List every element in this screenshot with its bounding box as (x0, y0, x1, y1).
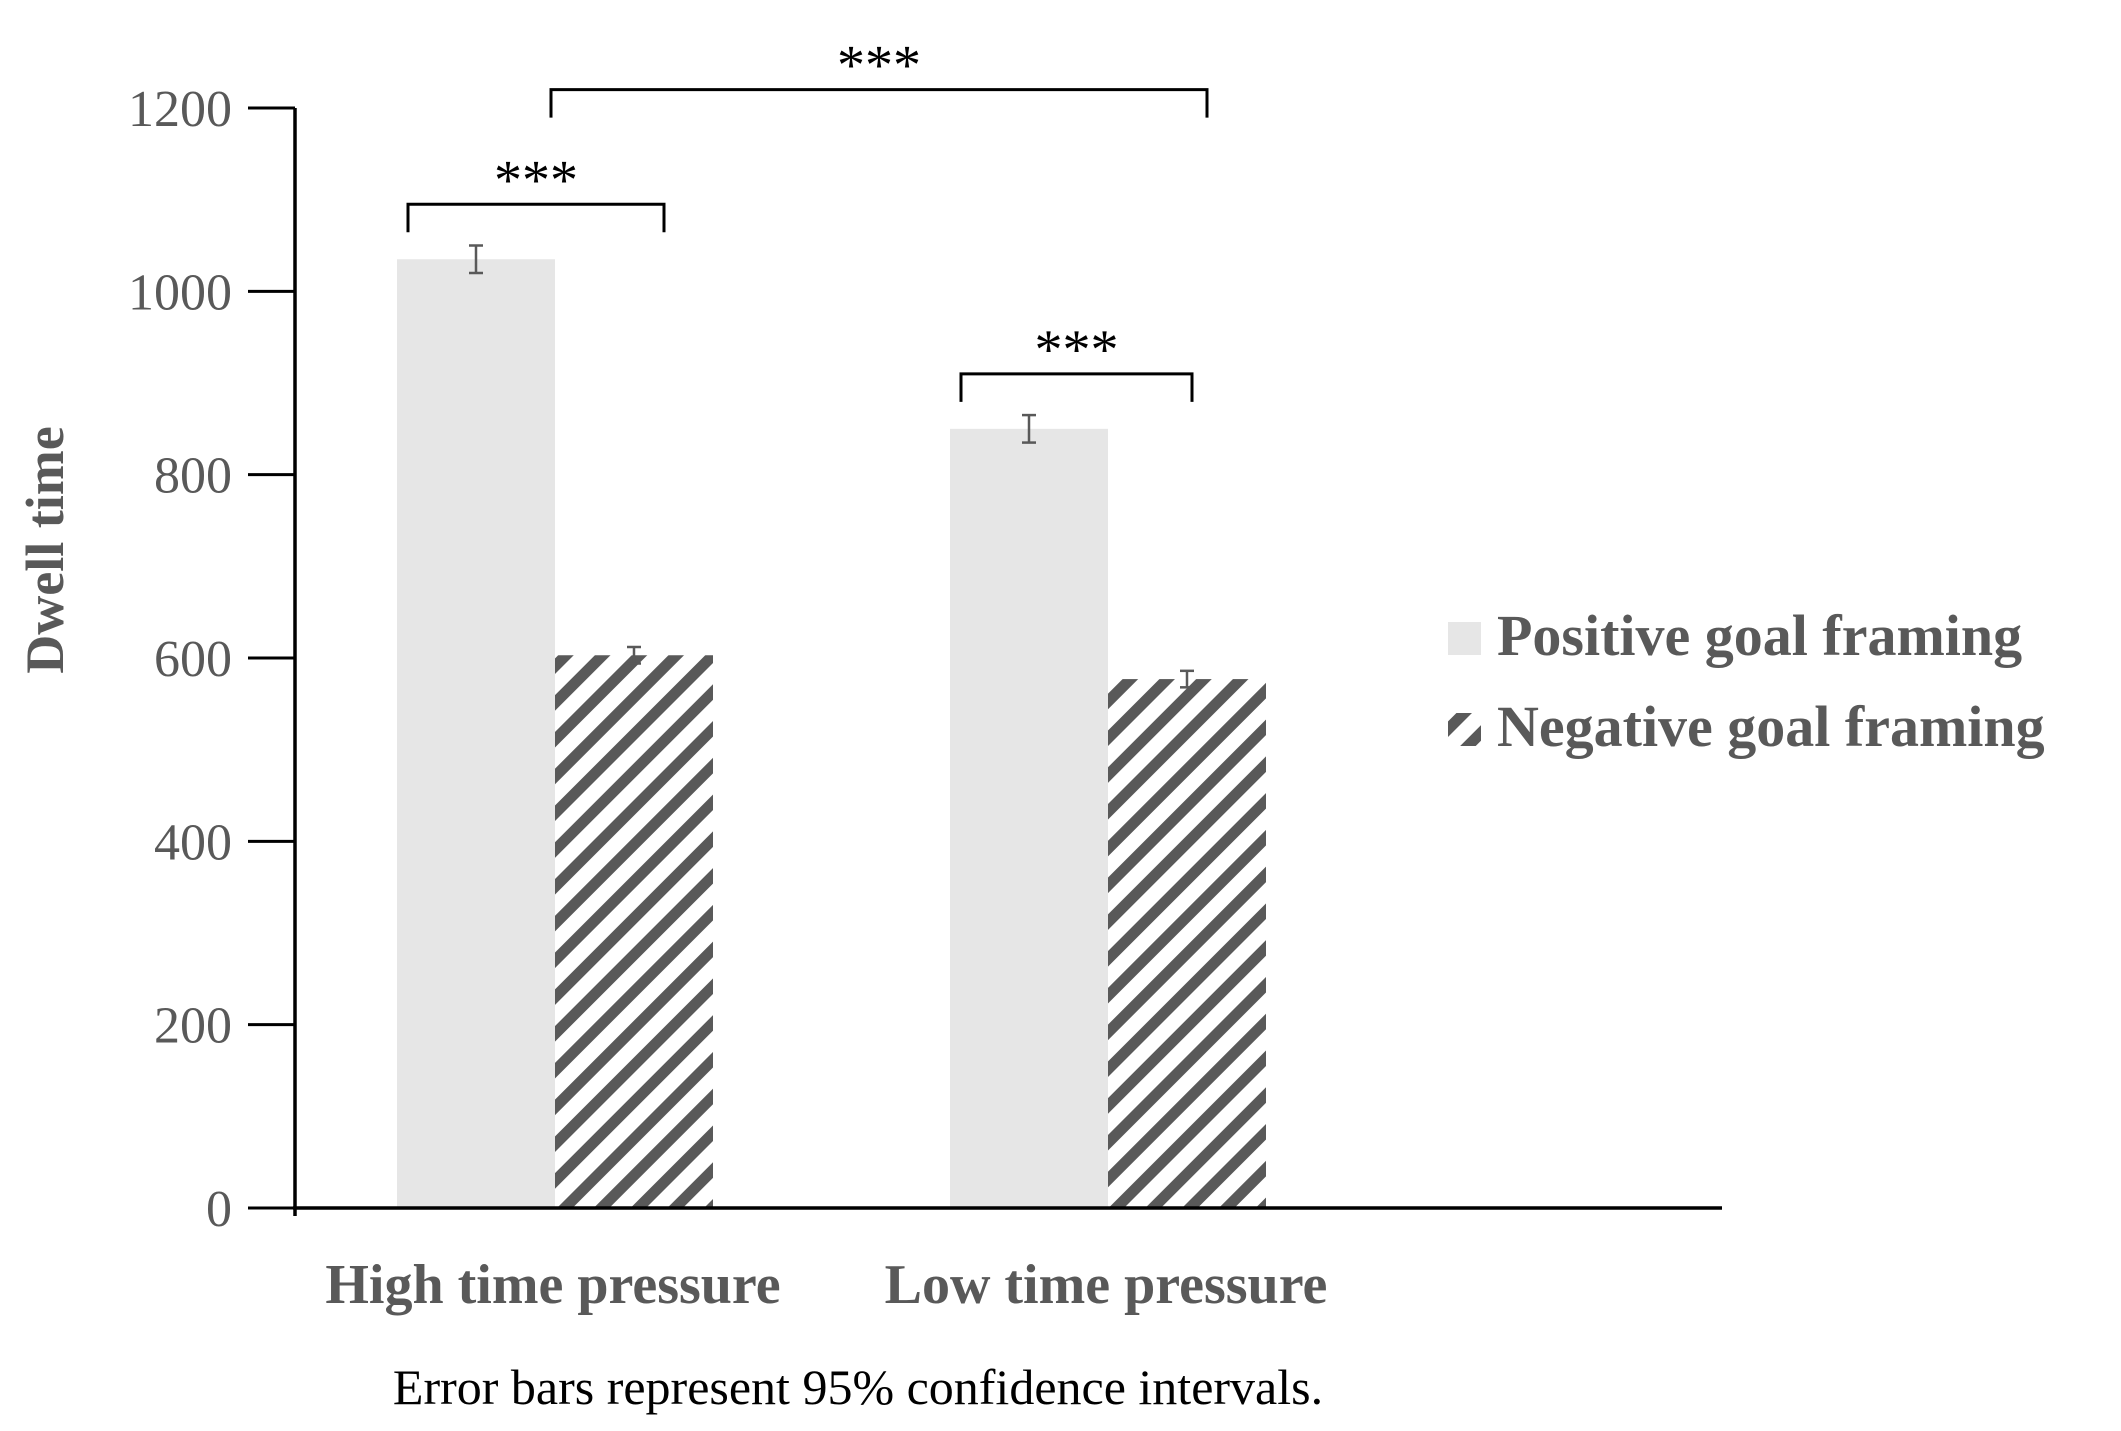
significance-group: *** *** *** (406, 35, 1209, 402)
legend-label: Positive goal framing (1497, 603, 2022, 668)
significance-bracket (406, 202, 666, 233)
legend: Positive goal framing Negative goal frami… (1448, 603, 2045, 759)
x-category-label: Low time pressure (885, 1254, 1328, 1316)
significance-bracket (959, 372, 1194, 402)
legend-label: Negative goal framing (1497, 694, 2045, 759)
y-tick-label: 0 (206, 1181, 232, 1238)
y-axis-group: 0 200 400 600 800 1000 1200 (128, 81, 295, 1238)
bar-negative-low (1108, 679, 1266, 1208)
significance-stars: *** (1035, 319, 1119, 381)
y-tick-label: 600 (154, 631, 232, 688)
y-tick-label: 400 (154, 814, 232, 871)
y-axis-title: Dwell time (15, 426, 75, 673)
category-labels-group: High time pressure Low time pressure (325, 1254, 1327, 1316)
axes-group (293, 108, 1722, 1216)
bar-positive-low (950, 428, 1108, 1208)
y-tick-label: 1200 (128, 81, 232, 138)
bar-negative-high (555, 655, 713, 1208)
x-category-label: High time pressure (325, 1254, 780, 1316)
significance-stars: *** (494, 149, 578, 211)
significance-bracket (549, 88, 1209, 118)
bars-group (397, 244, 1266, 1208)
y-tick-label: 800 (154, 448, 232, 505)
legend-swatch (1448, 713, 1481, 746)
y-tick-label: 1000 (128, 264, 232, 321)
y-tick-label: 200 (154, 998, 232, 1055)
error-bar-note: Error bars represent 95% confidence inte… (393, 1359, 1323, 1415)
bar-positive-high (397, 259, 555, 1208)
legend-swatch (1448, 622, 1481, 655)
significance-stars: *** (837, 35, 921, 97)
